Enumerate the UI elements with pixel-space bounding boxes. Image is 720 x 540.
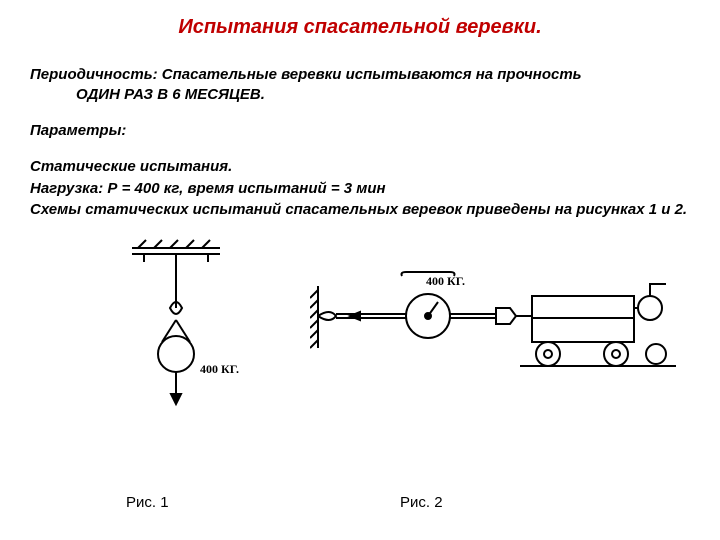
- periodicity-text: Спасательные веревки испытываются на про…: [162, 66, 582, 83]
- periodicity-paragraph: Периодичность: Спасательные веревки испы…: [30, 65, 690, 104]
- figure-2-caption: Рис. 2: [400, 494, 443, 511]
- figure-captions: Рис. 1 Рис. 2: [0, 494, 720, 516]
- load-line: Нагрузка: Р = 400 кг, время испытаний = …: [30, 179, 690, 199]
- periodicity-interval: ОДИН РАЗ В 6 МЕСЯЦЕВ.: [30, 85, 690, 105]
- params-label: Параметры:: [30, 122, 690, 139]
- figure-1-weight-label: 400 КГ.: [200, 362, 239, 377]
- figure-1-caption: Рис. 1: [126, 494, 169, 511]
- periodicity-label: Периодичность:: [30, 66, 158, 83]
- scheme-text-2: рисунках 1 и 2.: [576, 201, 687, 218]
- figure-1: [120, 238, 260, 408]
- figure-1-svg: [120, 238, 260, 408]
- figures-area: 400 КГ.: [30, 238, 690, 428]
- figure-2-svg: [310, 268, 680, 388]
- figure-2: [310, 268, 680, 388]
- scheme-line-1: Схемы статических испытаний спасательных…: [30, 200, 690, 220]
- page-title: Испытания спасательной веревки.: [30, 16, 690, 39]
- static-tests-heading: Статические испытания.: [30, 157, 690, 177]
- figure-2-weight-label: 400 КГ.: [426, 274, 465, 289]
- scheme-text-1: Схемы статических испытаний спасательных…: [30, 201, 572, 218]
